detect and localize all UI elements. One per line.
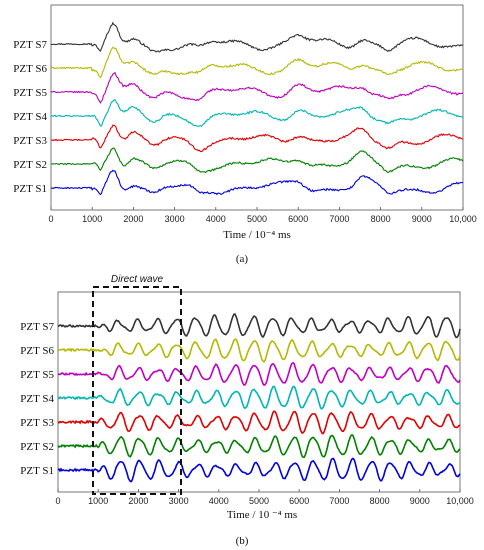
panel-a-tick-label: 8000 <box>371 214 391 224</box>
panel-a-series-line-pzt-s7 <box>50 21 464 53</box>
panel-b-label-pzt-s4: PZT S4 <box>20 393 54 405</box>
panel-b-label-pzt-s2: PZT S2 <box>20 441 54 453</box>
panel-b-x-axis-label: Time / 10 ⁻⁴ ms <box>227 509 297 521</box>
panel-a-traces <box>50 21 464 196</box>
panel-b-tick-label: 2000 <box>128 496 148 506</box>
panel-a-tick-label: 7000 <box>329 214 349 224</box>
panel-a-series-line-pzt-s1 <box>50 169 464 196</box>
panel-b-series-line-pzt-s2 <box>57 434 461 459</box>
panel-b-tick-label: 3000 <box>169 496 189 506</box>
panel-a-label-pzt-s2: PZT S2 <box>13 159 47 171</box>
panel-b-tick-label: 8000 <box>370 496 390 506</box>
panel-a-label-pzt-s4: PZT S4 <box>13 111 47 123</box>
panel-b-label-pzt-s6: PZT S6 <box>20 345 54 357</box>
panel-b-x-ticks: 0 1000 2000 3000 4000 5000 6000 7000 8000 9000 10,… <box>55 489 474 506</box>
panel-b-caption: (b) <box>236 535 249 547</box>
panel-a-x-axis-label: Time / 10⁻⁴ ms <box>223 229 291 241</box>
panel-a-tick-label: 2000 <box>123 214 143 224</box>
panel-b-label-pzt-s5: PZT S5 <box>20 369 54 381</box>
panel-b-series-line-pzt-s6 <box>57 338 461 364</box>
panel-a-series-line-pzt-s3 <box>50 124 464 153</box>
panel-a-label-pzt-s7: PZT S7 <box>13 39 47 51</box>
panel-a-tick-label: 0 <box>48 214 53 224</box>
panel-a-tick-label: 10,000 <box>449 214 477 224</box>
direct-wave-box <box>92 286 182 495</box>
panel-b-tick-label: 7000 <box>329 496 349 506</box>
panel-b-tick-label: 4000 <box>209 496 229 506</box>
panel-b-series-line-pzt-s7 <box>57 312 461 339</box>
panel-a-frame <box>50 4 464 211</box>
panel-a-series-line-pzt-s6 <box>50 46 464 79</box>
panel-a-tick-label: 4000 <box>206 214 226 224</box>
panel-a-label-pzt-s5: PZT S5 <box>13 87 47 99</box>
panel-b-tick-label: 1000 <box>88 496 108 506</box>
panel-a-label-pzt-s3: PZT S3 <box>13 135 47 147</box>
panel-a-tick-label: 6000 <box>288 214 308 224</box>
panel-a-trace-labels: PZT S7 PZT S6 PZT S5 PZT S4 PZT S3 PZT S2 PZT … <box>13 39 47 195</box>
panel-b-tick-label: 6000 <box>289 496 309 506</box>
panel-b-tick-label: 0 <box>55 496 60 506</box>
panel-b-series-line-pzt-s1 <box>57 457 461 483</box>
panel-a-series-line-pzt-s2 <box>51 147 464 174</box>
panel-a-tick-label: 9000 <box>412 214 432 224</box>
panel-b-label-pzt-s7: PZT S7 <box>20 321 54 333</box>
panel-a-label-pzt-s1: PZT S1 <box>13 183 47 195</box>
panel-b-label-pzt-s3: PZT S3 <box>20 417 54 429</box>
panel-b-tick-label: 9000 <box>410 496 430 506</box>
panel-b-series-line-pzt-s4 <box>57 385 460 410</box>
panel-b-trace-labels: PZT S7 PZT S6 PZT S5 PZT S4 PZT S3 PZT S2 PZT … <box>20 321 54 477</box>
panel-a-tick-label: 1000 <box>82 214 102 224</box>
panel-a-x-ticks: 0 1000 2000 3000 4000 5000 6000 7000 8000 9000 10,… <box>48 207 477 224</box>
panel-a-tick-label: 3000 <box>165 214 185 224</box>
panel-a-series-line-pzt-s5 <box>50 71 464 104</box>
panel-b-tick-label: 10,000 <box>446 496 474 506</box>
panel-a-series-line-pzt-s4 <box>50 99 464 128</box>
panel-a-tick-label: 5000 <box>247 214 267 224</box>
direct-wave-label: Direct wave <box>111 274 164 285</box>
panel-a: PZT S7 PZT S6 PZT S5 PZT S4 PZT S3 PZT S2 PZT … <box>13 4 477 265</box>
panel-a-caption: (a) <box>236 253 249 265</box>
panel-b-series-line-pzt-s5 <box>58 361 461 387</box>
panel-a-label-pzt-s6: PZT S6 <box>13 63 47 75</box>
panel-b-label-pzt-s1: PZT S1 <box>20 465 54 477</box>
panel-b-tick-label: 5000 <box>249 496 269 506</box>
panel-b-series-line-pzt-s3 <box>57 410 461 435</box>
panel-b-traces <box>57 312 461 483</box>
